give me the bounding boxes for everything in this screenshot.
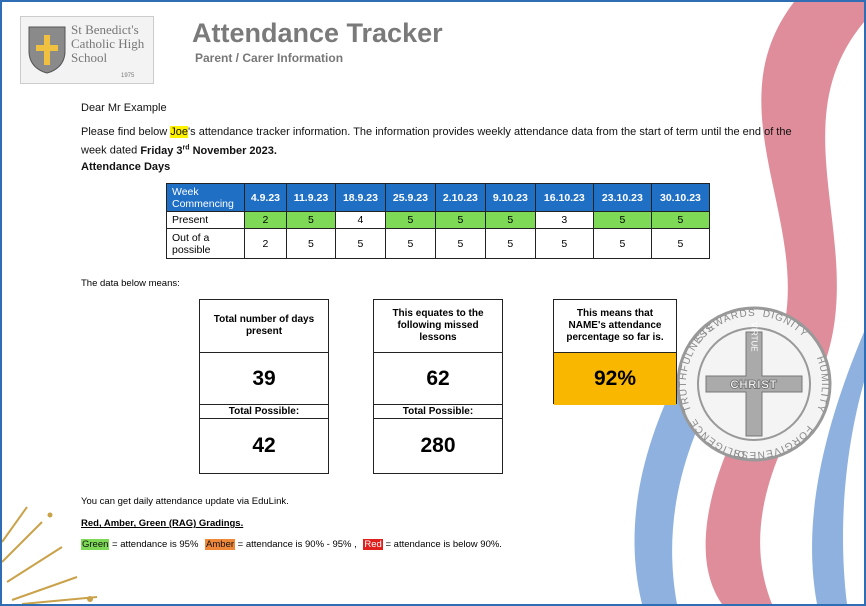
rag-text: = attendance is below 90%. [385, 539, 501, 550]
possible-cell: 5 [385, 229, 435, 259]
summary-box: This equates to the following missed les… [373, 299, 503, 474]
rag-title: Red, Amber, Green (RAG) Gradings. [81, 518, 243, 529]
present-cell: 3 [535, 212, 593, 229]
box-possible: 42 [200, 419, 328, 473]
rag-name: Red [363, 539, 382, 550]
box-label: This means that NAME's attendance percen… [554, 300, 676, 353]
crest [25, 23, 69, 75]
date: Friday 3rd November 2023. [140, 145, 277, 157]
possible-cell: 5 [286, 229, 335, 259]
row-label: Present [167, 212, 245, 229]
week-header: 16.10.23 [535, 184, 593, 212]
possible-cell: 5 [651, 229, 709, 259]
week-header: 11.9.23 [286, 184, 335, 212]
summary-intro: The data below means: [81, 278, 180, 289]
box-possible-label: Total Possible: [374, 405, 502, 419]
box-possible-label: Total Possible: [200, 405, 328, 419]
date-day: Friday 3 [140, 145, 182, 157]
possible-cell: 5 [535, 229, 593, 259]
week-header: 25.9.23 [385, 184, 435, 212]
student-name: Joe [170, 126, 188, 138]
founded: 1975 [121, 73, 134, 79]
page: DIGNITYHUMILITYFORGIVENESSDILIGENCETRUTH… [0, 0, 866, 606]
date-suffix: rd [183, 144, 190, 151]
box-value: 39 [200, 353, 328, 405]
rag-legend: Green = attendance is 95% Amber = attend… [81, 539, 506, 550]
subtitle: Parent / Carer Information [195, 51, 343, 65]
rag-name: Green [81, 539, 109, 550]
present-cell: 5 [435, 212, 485, 229]
possible-cell: 5 [336, 229, 386, 259]
intro-text: Please find below [81, 126, 167, 138]
week-header: 23.10.23 [593, 184, 651, 212]
present-cell: 5 [485, 212, 535, 229]
edulink-note: You can get daily attendance update via … [81, 496, 289, 507]
box-value: 62 [374, 353, 502, 405]
row-label: Out of a possible [167, 229, 245, 259]
present-cell: 4 [336, 212, 386, 229]
school-name: St Benedict's Catholic High School [71, 23, 151, 65]
rag-text: = attendance is 95% [112, 539, 198, 550]
present-cell: 5 [651, 212, 709, 229]
present-cell: 2 [245, 212, 287, 229]
present-cell: 5 [385, 212, 435, 229]
seal-center: CHRIST [731, 379, 778, 391]
present-cell: 5 [286, 212, 335, 229]
date-rest: November 2023. [193, 145, 277, 157]
box-label: This equates to the following missed les… [374, 300, 502, 353]
summary-box: This means that NAME's attendance percen… [553, 299, 677, 404]
box-label: Total number of days present [200, 300, 328, 353]
possible-cell: 5 [435, 229, 485, 259]
section-title: Attendance Days [81, 161, 170, 173]
possible-cell: 5 [593, 229, 651, 259]
greeting: Dear Mr Example [81, 102, 167, 114]
week-header: 9.10.23 [485, 184, 535, 212]
week-header: 2.10.23 [435, 184, 485, 212]
rag-text: = attendance is 90% - 95% , [238, 539, 357, 550]
box-possible: 280 [374, 419, 502, 473]
intro: Please find below Joe's attendance track… [81, 125, 796, 159]
rag-name: Amber [205, 539, 235, 550]
row-label: Week Commencing [167, 184, 245, 212]
box-value: 92% [554, 353, 676, 405]
title: Attendance Tracker [192, 18, 443, 49]
possible-cell: 2 [245, 229, 287, 259]
week-header: 18.9.23 [336, 184, 386, 212]
logo: St Benedict's Catholic High School 1975 [20, 16, 154, 84]
seal-vertical: VIRTUE [750, 322, 759, 351]
week-header: 30.10.23 [651, 184, 709, 212]
week-header: 4.9.23 [245, 184, 287, 212]
possible-cell: 5 [485, 229, 535, 259]
present-cell: 5 [593, 212, 651, 229]
